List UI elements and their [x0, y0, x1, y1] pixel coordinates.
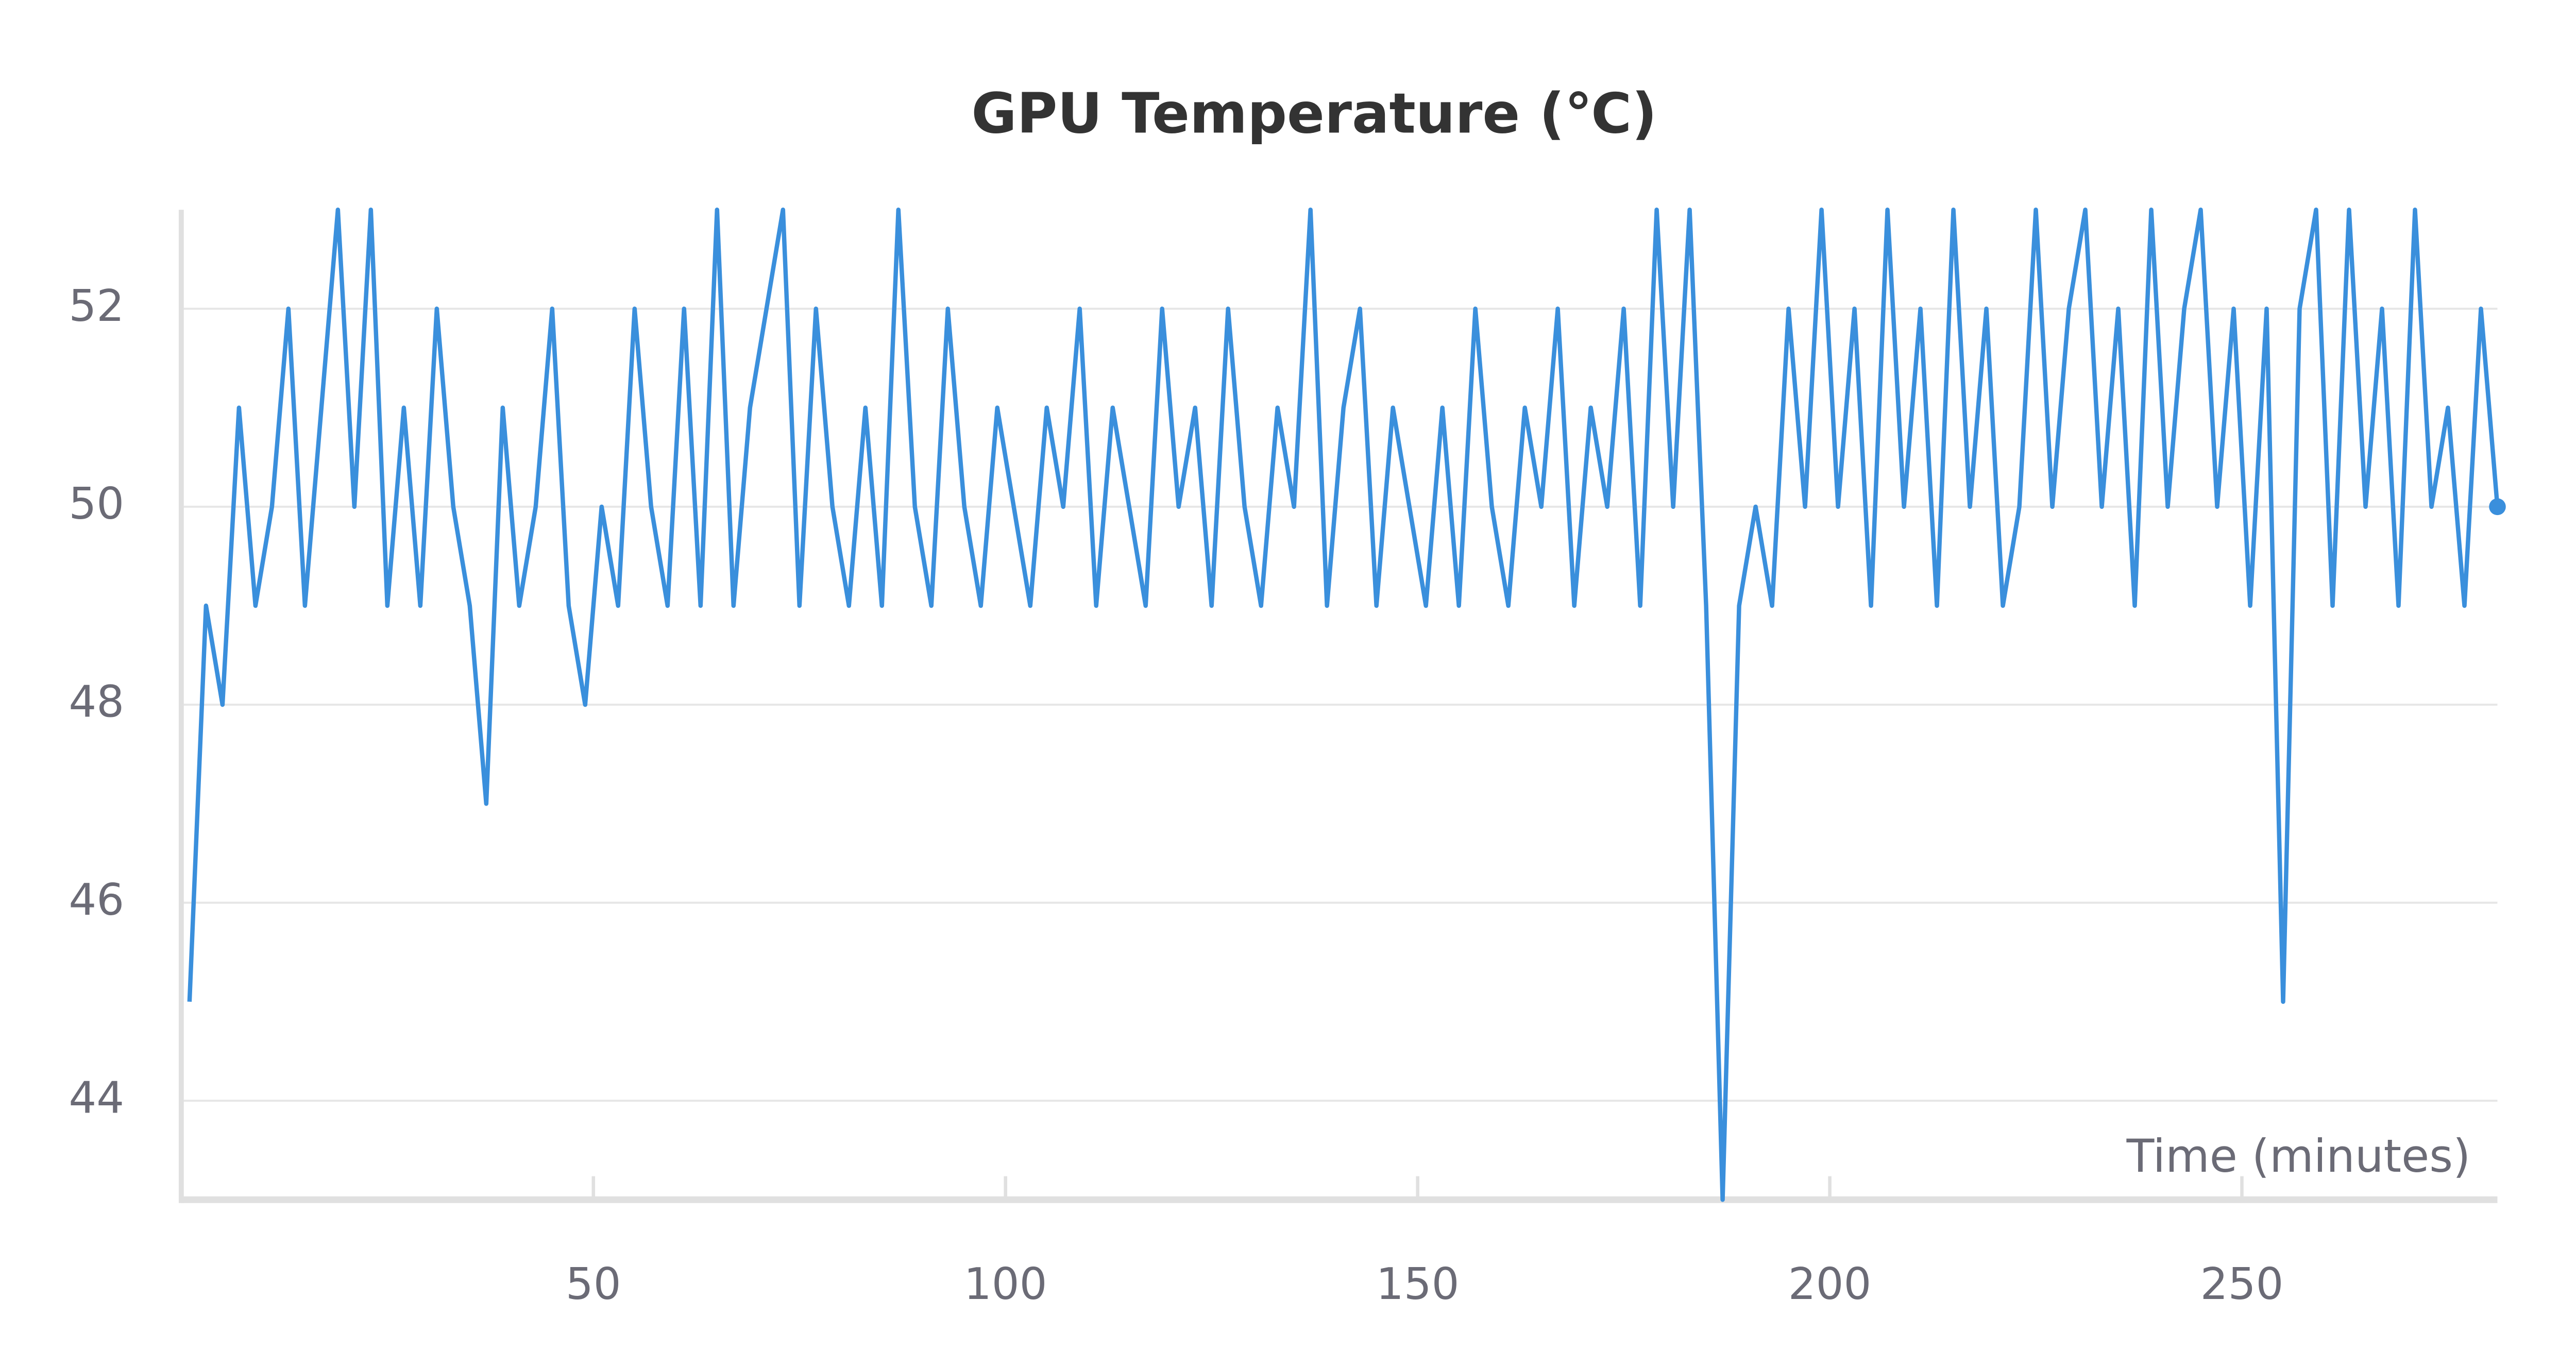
y-tick-label: 48 [69, 676, 124, 727]
x-tick-label: 200 [1788, 1258, 1872, 1309]
y-tick-label: 50 [69, 478, 124, 529]
chart-title: GPU Temperature (℃) [971, 81, 1657, 146]
y-tick-label: 44 [69, 1072, 124, 1123]
last-point [2489, 498, 2506, 516]
x-tick-label: 50 [566, 1258, 621, 1309]
x-axis-label: Time (minutes) [2126, 1130, 2471, 1183]
x-tick-label: 250 [2200, 1258, 2284, 1309]
y-tick-label: 46 [69, 874, 124, 925]
x-tick-label: 150 [1376, 1258, 1460, 1309]
y-tick-label: 52 [69, 280, 124, 331]
temperature-line [187, 207, 2500, 1202]
x-tick-label: 100 [964, 1258, 1047, 1309]
